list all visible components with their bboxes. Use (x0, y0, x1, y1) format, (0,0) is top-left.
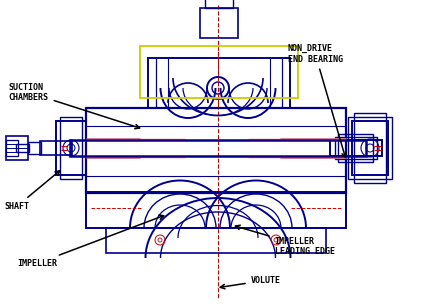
Bar (60, 117, 82, 179)
Bar (200, 8, 238, 38)
Text: IMPELLER
LEADING EDGE: IMPELLER LEADING EDGE (235, 225, 335, 256)
Text: NON_DRIVE
END BEARING: NON_DRIVE END BEARING (288, 44, 346, 157)
Text: IMPELLER: IMPELLER (17, 215, 164, 268)
Bar (338, 134, 373, 162)
Bar (335, 137, 377, 159)
Bar (140, 46, 298, 98)
Bar (86, 108, 346, 193)
Text: SHAFT: SHAFT (4, 171, 60, 211)
Bar (28, 142, 41, 154)
Bar (106, 228, 326, 253)
Bar (148, 58, 290, 108)
Bar (70, 140, 366, 156)
Bar (6, 140, 18, 156)
Text: SUCTION
CHAMBERS: SUCTION CHAMBERS (9, 83, 140, 129)
Bar (6, 136, 28, 160)
Bar (56, 121, 86, 175)
Bar (40, 141, 72, 155)
Bar (354, 113, 386, 183)
Bar (86, 192, 346, 228)
Text: VOLUTE: VOLUTE (220, 276, 281, 289)
Bar (330, 140, 382, 156)
Bar (348, 117, 392, 179)
Bar (16, 144, 29, 152)
Bar (352, 121, 388, 175)
Bar (205, 0, 233, 8)
